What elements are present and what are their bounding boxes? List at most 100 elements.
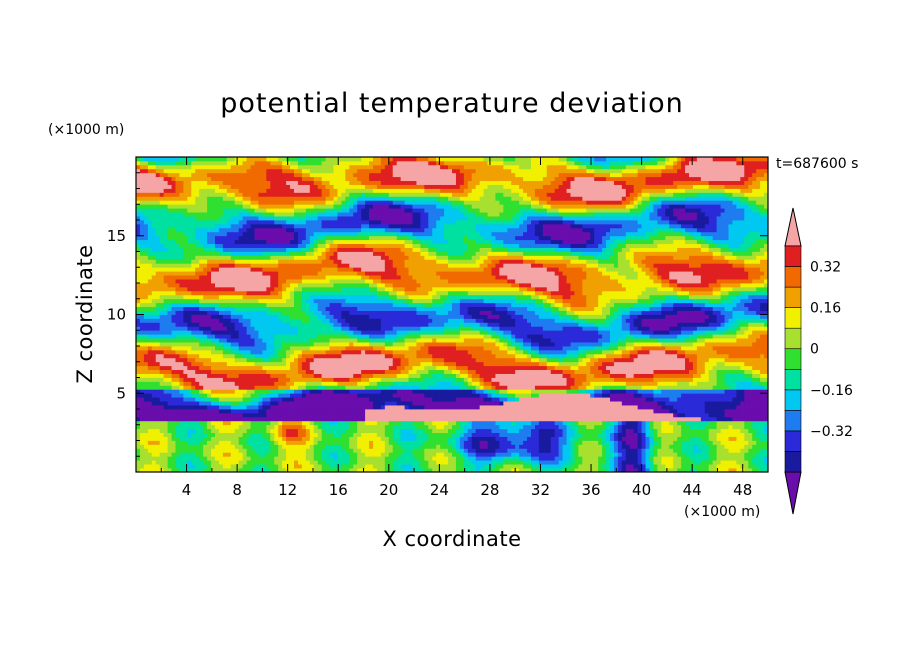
contour-cell	[329, 279, 334, 284]
contour-cell	[321, 196, 326, 201]
contour-cell	[305, 365, 311, 371]
contour-cell	[274, 338, 279, 343]
contour-cell	[380, 401, 386, 406]
contour-cell	[266, 286, 271, 292]
contour-cell	[139, 286, 145, 292]
contour-cell	[353, 338, 358, 343]
contour-cell	[325, 279, 330, 284]
contour-cell	[309, 227, 315, 233]
contour-cell	[226, 346, 232, 351]
contour-cell	[325, 239, 330, 245]
contour-cell	[361, 393, 366, 398]
contour-cell	[274, 330, 279, 335]
contour-cell	[163, 200, 168, 205]
contour-cell	[242, 235, 247, 241]
contour-cell	[341, 279, 346, 284]
contour-cell	[222, 389, 228, 394]
contour-cell	[195, 168, 200, 174]
contour-cell	[151, 231, 157, 237]
contour-cell	[369, 393, 374, 398]
contour-cell	[199, 212, 204, 217]
contour-cell	[191, 346, 196, 351]
contour-cell	[258, 168, 263, 174]
contour-cell	[286, 405, 291, 410]
contour-cell	[361, 168, 366, 174]
contour-cell	[175, 286, 180, 292]
contour-cell	[270, 432, 275, 437]
contour-cell	[361, 204, 366, 209]
contour-cell	[317, 196, 323, 201]
contour-cell	[341, 432, 346, 437]
contour-cell	[313, 216, 319, 221]
contour-cell	[369, 389, 374, 394]
contour-cell	[230, 216, 236, 221]
contour-cell	[155, 452, 161, 457]
contour-cell	[203, 326, 208, 331]
contour-cell	[211, 452, 216, 457]
contour-cell	[294, 267, 299, 272]
contour-cell	[183, 389, 188, 394]
contour-cell	[333, 397, 338, 402]
contour-cell	[373, 401, 378, 406]
contour-cell	[376, 216, 382, 221]
contour-cell	[290, 263, 295, 268]
contour-cell	[171, 290, 176, 296]
contour-cell	[151, 306, 157, 311]
contour-cell	[297, 460, 303, 465]
contour-cell	[365, 212, 370, 217]
contour-cell	[258, 349, 263, 355]
contour-cell	[167, 263, 172, 268]
contour-cell	[211, 283, 216, 288]
contour-cell	[199, 436, 204, 441]
contour-cell	[136, 306, 141, 311]
contour-cell	[376, 184, 382, 189]
contour-cell	[301, 275, 307, 280]
contour-cell	[242, 220, 247, 225]
contour-cell	[376, 342, 382, 347]
contour-cell	[357, 306, 362, 311]
contour-cell	[195, 247, 200, 252]
contour-cell	[175, 424, 180, 430]
contour-cell	[270, 227, 275, 233]
contour-cell	[222, 361, 228, 367]
contour-cell	[313, 326, 319, 331]
contour-cell	[207, 231, 212, 237]
contour-cell	[376, 412, 382, 418]
contour-cell	[333, 401, 338, 406]
contour-cell	[357, 389, 362, 394]
contour-cell	[376, 223, 382, 229]
contour-cell	[376, 373, 382, 378]
contour-cell	[325, 338, 330, 343]
contour-cell	[207, 160, 212, 166]
contour-cell	[254, 377, 259, 382]
contour-cell	[242, 342, 247, 347]
contour-cell	[270, 318, 275, 323]
contour-cell	[218, 259, 224, 264]
contour-cell	[305, 381, 311, 386]
contour-cell	[345, 385, 350, 390]
contour-cell	[369, 290, 374, 296]
contour-cell	[183, 416, 188, 422]
contour-cell	[151, 227, 157, 233]
contour-cell	[218, 310, 224, 315]
contour-cell	[163, 231, 168, 237]
contour-cell	[274, 393, 279, 398]
contour-cell	[179, 349, 184, 355]
contour-cell	[234, 306, 240, 311]
contour-cell	[349, 330, 354, 335]
contour-cell	[218, 168, 224, 174]
contour-cell	[230, 200, 236, 205]
contour-cell	[309, 255, 315, 260]
contour-cell	[155, 168, 161, 174]
contour-cell	[191, 247, 196, 252]
contour-cell	[222, 346, 228, 351]
contour-cell	[151, 212, 157, 217]
contour-cell	[369, 464, 374, 469]
contour-cell	[183, 326, 188, 331]
contour-cell	[294, 416, 299, 422]
contour-cell	[357, 369, 362, 374]
contour-cell	[321, 208, 326, 213]
contour-cell	[139, 160, 145, 166]
contour-cell	[321, 349, 326, 355]
contour-cell	[215, 275, 220, 280]
